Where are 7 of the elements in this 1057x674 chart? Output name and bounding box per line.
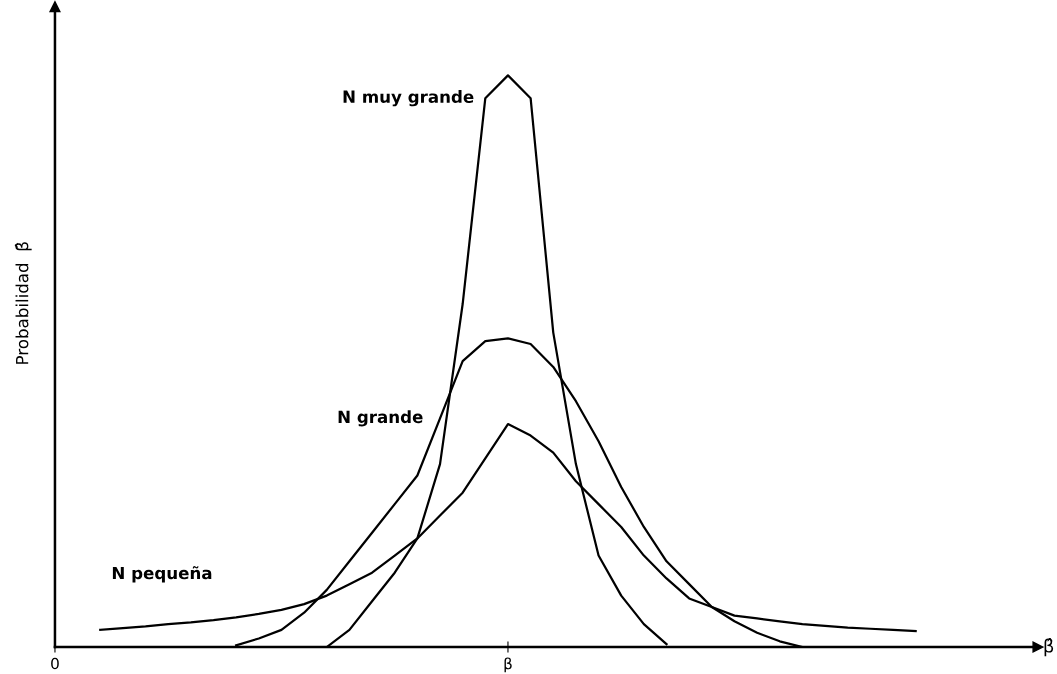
x-tick-label: β	[504, 657, 512, 673]
series-label: N muy grande	[343, 90, 474, 107]
x-tick-label: 0	[51, 657, 59, 670]
series-label: N grande	[338, 410, 423, 427]
x-axis-title: β̂	[1044, 637, 1054, 657]
y-axis-title: Probabilidad β̂	[14, 242, 32, 364]
text: N pequeña	[112, 566, 212, 583]
